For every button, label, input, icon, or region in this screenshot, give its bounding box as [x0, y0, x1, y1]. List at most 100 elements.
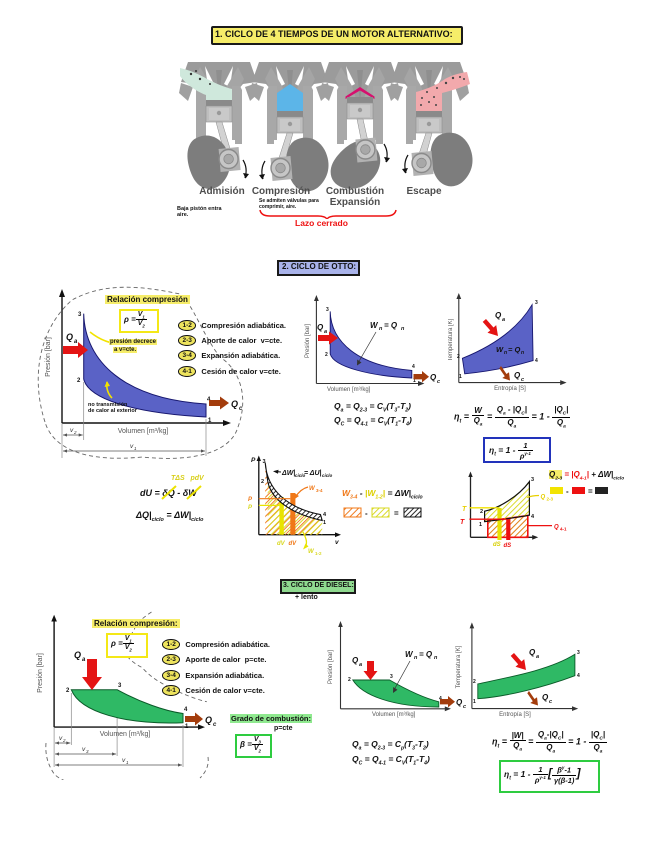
svg-text:a: a [82, 657, 86, 663]
svg-text:v: v [335, 539, 339, 546]
svg-text:Temperatura [K]: Temperatura [K] [456, 645, 462, 688]
svg-text:4: 4 [535, 358, 538, 364]
svg-text:= Q: = Q [419, 650, 433, 659]
svg-text:P: P [248, 497, 253, 503]
svg-text:Q: Q [66, 332, 73, 342]
svg-text:W: W [308, 549, 315, 555]
svg-text:P: P [251, 457, 256, 464]
svg-text:1: 1 [134, 446, 137, 451]
svg-text:n: n [414, 655, 418, 661]
svg-text:Q: Q [231, 399, 238, 409]
svg-text:W: W [496, 345, 504, 354]
svg-text:c: c [213, 722, 217, 728]
svg-text:ΔW|: ΔW| [281, 470, 295, 477]
svg-text:2: 2 [473, 679, 476, 685]
svg-text:2: 2 [457, 354, 460, 360]
svg-text:c: c [239, 406, 243, 412]
svg-text:=: = [588, 487, 593, 496]
svg-text:Volumen [m³/kg]: Volumen [m³/kg] [372, 712, 416, 718]
svg-text:= Q: = Q [384, 321, 398, 330]
svg-text:Q: Q [352, 656, 359, 665]
svg-text:1: 1 [208, 418, 212, 424]
svg-text:2: 2 [348, 677, 351, 683]
svg-text:a: a [502, 317, 505, 323]
svg-text:Entropía [S]: Entropía [S] [499, 712, 531, 718]
svg-text:=: = [394, 509, 399, 518]
svg-text:4: 4 [323, 512, 327, 518]
svg-text:v: v [70, 427, 74, 434]
svg-text:W: W [370, 321, 379, 330]
svg-text:c: c [463, 704, 466, 710]
svg-text:2: 2 [261, 479, 264, 485]
svg-text:1: 1 [459, 374, 462, 380]
svg-text:3-4: 3-4 [316, 488, 323, 493]
svg-text:2: 2 [325, 352, 328, 358]
svg-text:v: v [122, 757, 126, 764]
svg-text:P: P [248, 505, 253, 511]
svg-text:a: a [359, 662, 362, 668]
svg-text:1: 1 [126, 760, 129, 765]
svg-text:Volumen [m³/kg]: Volumen [m³/kg] [100, 731, 151, 738]
svg-text:-: - [566, 487, 569, 496]
svg-text:Q: Q [205, 715, 212, 725]
svg-text:Presión [bar]: Presión [bar] [328, 650, 334, 684]
svg-text:a: a [536, 654, 539, 660]
svg-text:1-2: 1-2 [315, 551, 322, 556]
svg-text:dS: dS [504, 543, 512, 549]
svg-text:3: 3 [535, 300, 538, 306]
svg-text:ciclo: ciclo [322, 473, 333, 478]
svg-text:dS: dS [493, 542, 501, 548]
svg-text:Q: Q [514, 371, 521, 380]
svg-text:1: 1 [479, 522, 482, 528]
svg-text:n: n [434, 655, 438, 661]
svg-text:Q: Q [542, 693, 549, 702]
svg-text:v: v [82, 746, 86, 753]
svg-text:Q: Q [541, 495, 546, 501]
svg-text:Presión [bar]: Presión [bar] [305, 324, 311, 358]
svg-text:Q: Q [430, 373, 437, 382]
svg-text:Presión [bar]: Presión [bar] [37, 653, 44, 693]
svg-text:Volumen [m³/kg]: Volumen [m³/kg] [327, 387, 371, 393]
svg-text:v: v [130, 443, 134, 450]
svg-text:1: 1 [473, 699, 476, 705]
svg-text:4-1: 4-1 [560, 527, 567, 532]
svg-text:4: 4 [531, 514, 535, 520]
svg-text:ciclo: ciclo [295, 473, 306, 478]
svg-text:3: 3 [263, 459, 266, 465]
svg-text:Temperatura [K]: Temperatura [K] [448, 318, 454, 361]
svg-text:a: a [324, 329, 327, 335]
svg-text:Presión [bar]: Presión [bar] [45, 337, 52, 377]
svg-text:T: T [462, 506, 467, 513]
svg-text:3: 3 [326, 307, 329, 313]
svg-text:Q: Q [456, 698, 463, 707]
svg-text:v: v [59, 735, 63, 742]
svg-text:Volumen [m³/kg]: Volumen [m³/kg] [118, 428, 169, 435]
svg-text:2: 2 [73, 430, 77, 435]
svg-text:1: 1 [323, 520, 326, 526]
svg-text:dV: dV [277, 541, 286, 547]
svg-text:3: 3 [577, 650, 580, 656]
svg-text:1: 1 [185, 724, 189, 730]
svg-text:4: 4 [577, 673, 580, 679]
svg-text:a: a [74, 339, 78, 345]
svg-text:3: 3 [390, 674, 393, 680]
svg-text:n: n [401, 326, 405, 332]
svg-text:2-3: 2-3 [547, 497, 554, 502]
svg-text:3: 3 [86, 749, 89, 754]
svg-text:Q: Q [554, 525, 559, 531]
svg-text:Q: Q [529, 648, 536, 657]
svg-text:2: 2 [66, 688, 70, 694]
svg-text:3: 3 [118, 683, 122, 689]
svg-text:n: n [504, 350, 507, 356]
svg-text:4: 4 [412, 364, 415, 370]
svg-text:Q: Q [495, 311, 502, 320]
svg-text:1: 1 [413, 378, 416, 384]
svg-text:c: c [549, 699, 552, 705]
svg-text:2: 2 [62, 738, 66, 743]
svg-text:Q: Q [317, 323, 324, 332]
svg-text:n: n [521, 350, 524, 356]
svg-text:W: W [405, 650, 414, 659]
svg-text:-: - [365, 509, 368, 518]
svg-text:2: 2 [480, 509, 483, 515]
svg-text:3: 3 [78, 312, 82, 318]
